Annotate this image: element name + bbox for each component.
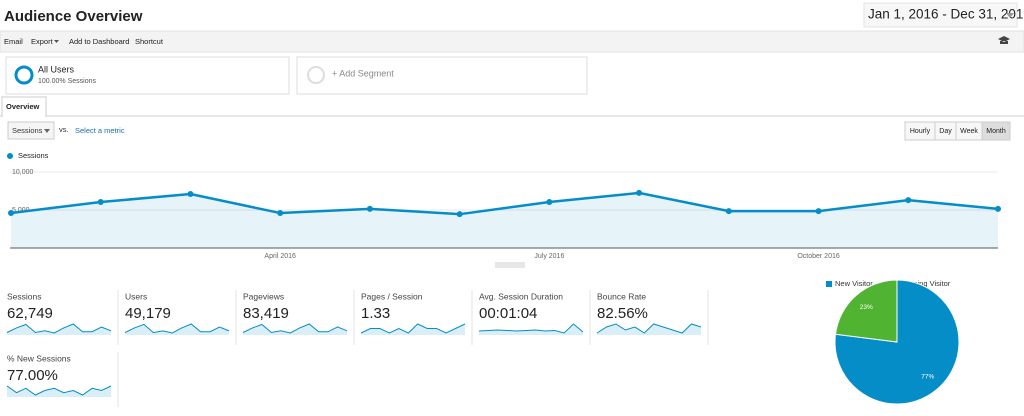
sparkline-area: [125, 324, 229, 335]
metric-select[interactable]: [7, 121, 55, 140]
date-range[interactable]: Jan 1, 2016 - Dec 31, 2016: [868, 7, 1024, 22]
metric-value: 1.33: [361, 305, 390, 322]
metric-name: % New Sessions: [7, 353, 71, 363]
point[interactable]: [905, 197, 912, 204]
point[interactable]: [636, 189, 643, 196]
granularity-label[interactable]: Hourly: [910, 128, 931, 135]
metric-name: Pages / Session: [361, 291, 423, 301]
dropdown-arrow: [1006, 13, 1014, 18]
point[interactable]: [456, 211, 463, 218]
y-tick-label: 5,000: [12, 207, 30, 214]
sparkline-area: [7, 386, 111, 397]
point[interactable]: [277, 210, 284, 217]
metric-value: 00:01:04: [479, 305, 537, 322]
y-tick-label: 10,000: [12, 169, 34, 176]
pie-slice[interactable]: [834, 279, 898, 343]
toolbar-item[interactable]: Add to Dashboard: [69, 37, 129, 46]
metric-name: Users: [125, 291, 147, 301]
x-tick-label: April 2016: [264, 253, 296, 260]
legend-marker: [7, 153, 13, 159]
add-segment-icon: [307, 66, 325, 84]
point[interactable]: [97, 199, 104, 206]
metric-name: Avg. Session Duration: [479, 291, 563, 301]
segment-detail: 100.00% Sessions: [38, 78, 96, 85]
metric-name: Pageviews: [243, 291, 284, 301]
point[interactable]: [8, 210, 14, 217]
sparkline-area: [479, 324, 583, 335]
line: [10, 191, 999, 216]
legend-label: New Visitor: [835, 279, 873, 288]
metric-value: 83,419: [243, 305, 289, 322]
granularity-label[interactable]: Month: [986, 128, 1006, 135]
toolbar-item[interactable]: Export: [31, 37, 54, 46]
sparkline: [124, 323, 230, 334]
toolbar-item[interactable]: Email: [4, 37, 23, 46]
point[interactable]: [815, 208, 822, 215]
slice-label: 23%: [860, 304, 873, 311]
metric-value: 82.56%: [597, 305, 648, 322]
granularity-button[interactable]: [981, 121, 1011, 141]
sparkline: [478, 323, 584, 334]
segment-name: All Users: [38, 64, 75, 74]
sparkline: [242, 323, 348, 334]
vs-label: vs.: [59, 125, 69, 134]
slice-label: 77%: [921, 374, 934, 381]
add-segment-box[interactable]: [296, 56, 588, 95]
x-tick-label: October 2016: [797, 253, 840, 260]
toolbar-item[interactable]: Shortcut: [135, 37, 164, 46]
area: [11, 192, 998, 248]
point[interactable]: [995, 205, 1001, 212]
segment-box[interactable]: [5, 56, 290, 95]
point[interactable]: [187, 191, 194, 198]
sparkline: [360, 323, 466, 334]
segment-icon: [14, 65, 34, 85]
add-segment[interactable]: + Add Segment: [332, 68, 394, 78]
metric-value: 49,179: [125, 305, 171, 322]
legend-label: Sessions: [18, 151, 49, 160]
chart-handle[interactable]: [495, 262, 525, 268]
sparkline-area: [597, 324, 701, 335]
sparkline: [6, 385, 112, 396]
toolbar: [0, 30, 1024, 53]
metric-name: Bounce Rate: [597, 291, 646, 301]
x-tick-label: July 2016: [534, 253, 564, 260]
dropdown-arrow: [54, 40, 59, 43]
sparkline: [6, 323, 112, 334]
legend-label: Returning Visitor: [895, 279, 951, 288]
sparkline-area: [7, 324, 111, 335]
granularity-label[interactable]: Week: [960, 128, 978, 135]
sparkline: [596, 323, 702, 334]
page-title: Audience Overview: [4, 8, 143, 25]
select-metric-link[interactable]: Select a metric: [75, 126, 125, 135]
point[interactable]: [366, 205, 373, 212]
date-picker[interactable]: [863, 2, 1018, 28]
settings-icon[interactable]: [998, 36, 1010, 44]
metric-value: 62,749: [7, 305, 53, 322]
dropdown-arrow: [44, 129, 50, 133]
tab-label[interactable]: Overview: [6, 102, 40, 111]
point[interactable]: [546, 199, 553, 206]
legend-marker: [826, 281, 832, 287]
point[interactable]: [725, 208, 732, 215]
metric-value: 77.00%: [7, 367, 58, 384]
metric-select-label[interactable]: Sessions: [12, 126, 43, 135]
metric-name: Sessions: [7, 291, 42, 301]
granularity-label[interactable]: Day: [939, 128, 952, 135]
